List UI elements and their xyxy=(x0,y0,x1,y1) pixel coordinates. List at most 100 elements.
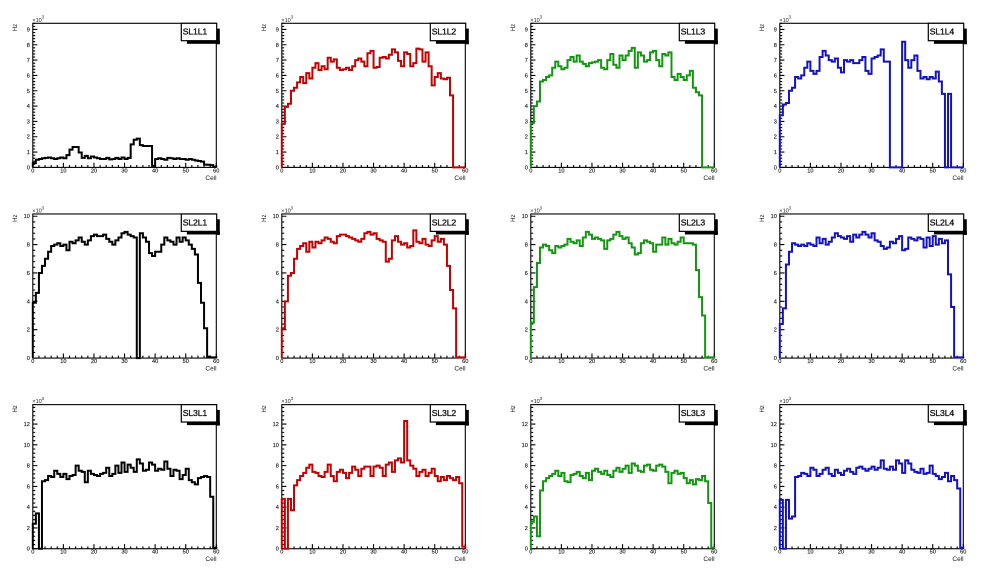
svg-text:×10: ×10 xyxy=(281,209,291,215)
svg-text:1: 1 xyxy=(525,150,528,156)
svg-text:10: 10 xyxy=(309,168,315,174)
svg-text:×10: ×10 xyxy=(32,18,42,24)
svg-text:3: 3 xyxy=(42,15,45,20)
svg-text:0: 0 xyxy=(529,168,532,174)
svg-text:10: 10 xyxy=(807,168,813,174)
svg-text:3: 3 xyxy=(789,15,792,20)
svg-text:5: 5 xyxy=(276,89,279,95)
svg-text:0: 0 xyxy=(774,165,777,171)
svg-text:60: 60 xyxy=(960,168,966,174)
svg-text:0: 0 xyxy=(31,359,34,365)
svg-text:×10: ×10 xyxy=(32,209,42,215)
svg-text:SL1L1: SL1L1 xyxy=(183,27,208,37)
svg-text:4: 4 xyxy=(276,104,279,110)
svg-text:7: 7 xyxy=(525,58,528,64)
svg-text:60: 60 xyxy=(462,168,468,174)
svg-text:3: 3 xyxy=(42,205,45,210)
svg-text:0: 0 xyxy=(778,168,781,174)
svg-text:0: 0 xyxy=(525,547,528,553)
svg-text:30: 30 xyxy=(370,359,376,365)
svg-text:8: 8 xyxy=(774,243,777,249)
svg-text:50: 50 xyxy=(681,168,687,174)
svg-text:2: 2 xyxy=(27,526,30,532)
svg-text:60: 60 xyxy=(462,359,468,365)
svg-text:3: 3 xyxy=(540,15,543,20)
svg-text:SL1L4: SL1L4 xyxy=(930,27,955,37)
svg-text:2: 2 xyxy=(27,135,30,141)
svg-text:10: 10 xyxy=(522,214,528,220)
svg-text:60: 60 xyxy=(711,168,717,174)
svg-text:0: 0 xyxy=(280,168,283,174)
svg-text:10: 10 xyxy=(60,550,66,556)
svg-text:10: 10 xyxy=(522,443,528,449)
svg-text:1: 1 xyxy=(276,150,279,156)
svg-text:7: 7 xyxy=(774,58,777,64)
svg-text:Cell: Cell xyxy=(952,175,964,182)
svg-text:0: 0 xyxy=(276,165,279,171)
svg-text:3: 3 xyxy=(42,396,45,401)
svg-text:30: 30 xyxy=(619,359,625,365)
svg-text:Cell: Cell xyxy=(952,556,964,563)
svg-text:6: 6 xyxy=(525,73,528,79)
svg-text:8: 8 xyxy=(774,43,777,49)
svg-text:10: 10 xyxy=(24,443,30,449)
svg-text:50: 50 xyxy=(432,168,438,174)
svg-text:SL2L1: SL2L1 xyxy=(183,217,208,227)
svg-text:20: 20 xyxy=(589,168,595,174)
svg-text:10: 10 xyxy=(558,168,564,174)
svg-text:×10: ×10 xyxy=(281,18,291,24)
svg-text:0: 0 xyxy=(27,165,30,171)
svg-text:40: 40 xyxy=(650,168,656,174)
svg-text:SL2L4: SL2L4 xyxy=(930,217,955,227)
svg-text:8: 8 xyxy=(525,464,528,470)
svg-text:Hz: Hz xyxy=(13,24,19,31)
svg-text:10: 10 xyxy=(24,214,30,220)
svg-text:Hz: Hz xyxy=(13,215,19,222)
svg-text:4: 4 xyxy=(276,299,279,305)
svg-text:10: 10 xyxy=(60,168,66,174)
svg-text:60: 60 xyxy=(213,168,219,174)
svg-text:50: 50 xyxy=(681,550,687,556)
svg-text:0: 0 xyxy=(31,168,34,174)
svg-text:12: 12 xyxy=(24,422,30,428)
svg-text:3: 3 xyxy=(774,119,777,125)
svg-text:10: 10 xyxy=(771,214,777,220)
svg-text:2: 2 xyxy=(276,526,279,532)
svg-text:30: 30 xyxy=(121,168,127,174)
svg-text:10: 10 xyxy=(309,359,315,365)
svg-text:Cell: Cell xyxy=(703,366,715,373)
svg-text:30: 30 xyxy=(868,168,874,174)
svg-text:3: 3 xyxy=(789,396,792,401)
svg-text:4: 4 xyxy=(774,104,777,110)
svg-text:0: 0 xyxy=(27,547,30,553)
svg-text:Cell: Cell xyxy=(454,175,466,182)
svg-text:Hz: Hz xyxy=(511,24,517,31)
svg-text:0: 0 xyxy=(276,356,279,362)
svg-text:10: 10 xyxy=(273,214,279,220)
svg-text:8: 8 xyxy=(27,43,30,49)
svg-text:Cell: Cell xyxy=(205,366,217,373)
svg-text:Hz: Hz xyxy=(511,405,517,412)
svg-text:20: 20 xyxy=(340,168,346,174)
svg-text:Hz: Hz xyxy=(262,405,268,412)
svg-text:6: 6 xyxy=(27,271,30,277)
svg-text:20: 20 xyxy=(91,359,97,365)
svg-text:×10: ×10 xyxy=(32,399,42,405)
svg-text:8: 8 xyxy=(27,243,30,249)
svg-text:40: 40 xyxy=(152,168,158,174)
svg-text:60: 60 xyxy=(711,359,717,365)
svg-text:×10: ×10 xyxy=(530,209,540,215)
svg-text:4: 4 xyxy=(27,104,30,110)
svg-text:0: 0 xyxy=(31,550,34,556)
svg-text:20: 20 xyxy=(838,359,844,365)
svg-text:6: 6 xyxy=(774,271,777,277)
svg-text:8: 8 xyxy=(27,464,30,470)
svg-text:SL3L3: SL3L3 xyxy=(681,408,706,418)
svg-text:7: 7 xyxy=(276,58,279,64)
svg-text:20: 20 xyxy=(340,359,346,365)
svg-text:3: 3 xyxy=(291,205,294,210)
svg-text:Cell: Cell xyxy=(454,366,466,373)
svg-text:40: 40 xyxy=(401,550,407,556)
svg-text:20: 20 xyxy=(91,550,97,556)
svg-text:0: 0 xyxy=(525,165,528,171)
